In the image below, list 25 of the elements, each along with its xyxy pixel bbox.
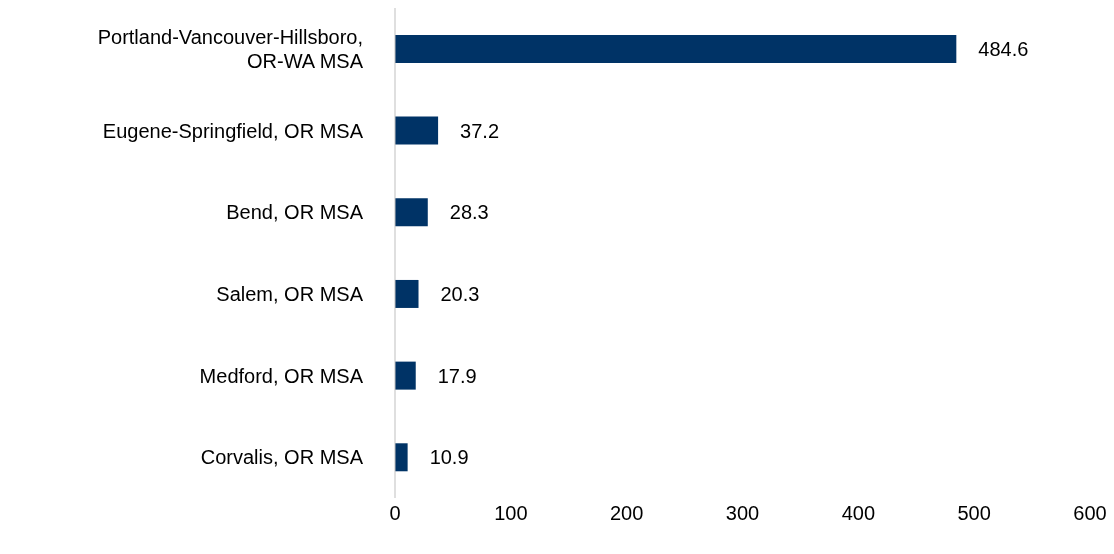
x-tick-label: 600 (1073, 502, 1107, 525)
y-tick-label: Corvalis, OR MSA (200, 446, 364, 469)
data-label: 484.6 (978, 38, 1029, 61)
bar (395, 34, 957, 63)
bar (395, 443, 408, 472)
data-label: 37.2 (460, 119, 500, 142)
y-tick-label: Medford, OR MSA (199, 364, 364, 387)
bar (395, 361, 416, 390)
data-label: 10.9 (429, 446, 469, 469)
x-tick-label: 400 (841, 502, 876, 525)
y-tick-label: Bend, OR MSA (226, 201, 364, 224)
y-tick-label: Salem, OR MSA (216, 282, 364, 305)
x-tick-label: 500 (957, 502, 991, 525)
y-tick-label: Portland-Vancouver-Hillsboro, OR-WA MSA (97, 25, 364, 72)
y-tick-label: Eugene-Springfield, OR MSA (102, 119, 364, 142)
bar (395, 198, 428, 227)
bar (395, 279, 419, 308)
bar (395, 116, 439, 145)
x-tick-label: 0 (389, 502, 401, 525)
x-tick-label: 200 (609, 502, 644, 525)
x-tick-label: 300 (725, 502, 760, 525)
data-label: 17.9 (437, 364, 477, 387)
x-tick-label: 100 (494, 502, 528, 525)
data-label: 28.3 (449, 201, 489, 224)
data-label: 20.3 (440, 283, 480, 306)
